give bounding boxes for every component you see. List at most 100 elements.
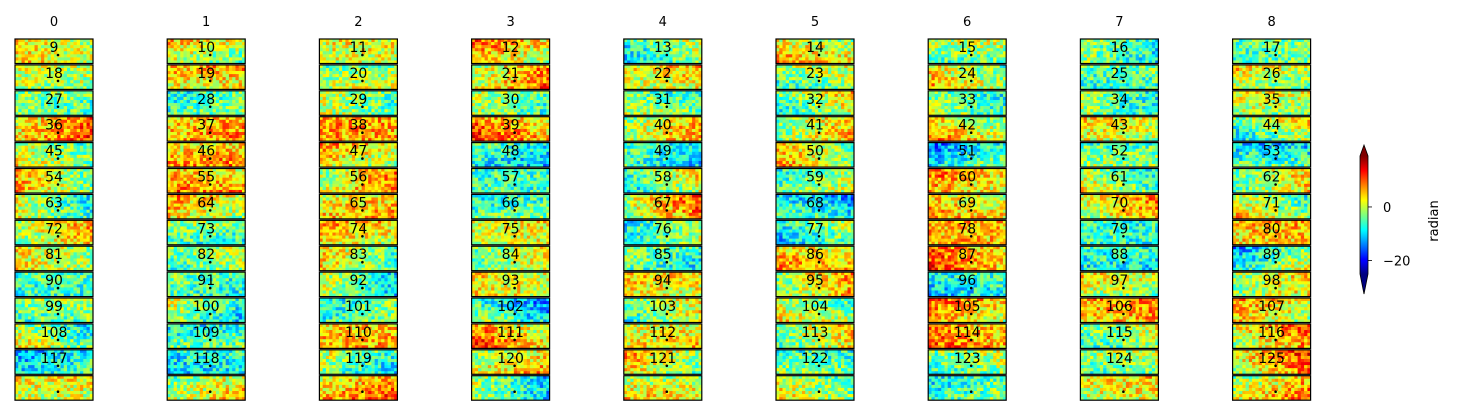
heatmap-cell	[74, 316, 78, 319]
heatmap-cell	[219, 333, 223, 336]
heatmap-cell	[170, 54, 174, 57]
heatmap-cell	[193, 278, 197, 281]
heatmap-cell	[28, 97, 32, 100]
heatmap-cell	[229, 307, 233, 310]
heatmap-cell	[74, 94, 78, 97]
heatmap-cell	[22, 255, 26, 258]
heatmap-cell	[193, 290, 197, 293]
heatmap-cell	[226, 80, 230, 83]
heatmap-cell	[18, 310, 22, 313]
heatmap-panel: 100	[167, 298, 245, 323]
heatmap-cell	[222, 83, 226, 86]
heatmap-cell	[67, 385, 71, 388]
heatmap-cell	[170, 313, 174, 316]
heatmap-cell	[206, 135, 210, 138]
heatmap-cell	[229, 132, 233, 135]
heatmap-cell	[180, 290, 184, 293]
heatmap-cell	[235, 301, 239, 304]
heatmap-cell	[87, 281, 91, 284]
heatmap-cell	[77, 57, 81, 60]
heatmap-cell	[232, 330, 236, 333]
heatmap-cell	[74, 336, 78, 339]
heatmap-cell	[193, 109, 197, 112]
heatmap-cell	[232, 109, 236, 112]
heatmap-cell	[22, 368, 26, 371]
heatmap-cell	[28, 57, 32, 60]
heatmap-cell	[80, 106, 84, 109]
heatmap-cell	[235, 287, 239, 290]
heatmap-cell	[22, 333, 26, 336]
heatmap-cell	[190, 54, 194, 57]
heatmap-cell	[190, 184, 194, 187]
heatmap-cell	[190, 146, 194, 149]
heatmap-cell	[67, 394, 71, 397]
heatmap-cell	[67, 158, 71, 161]
heatmap-cell	[222, 175, 226, 178]
heatmap-cell	[70, 233, 74, 236]
heatmap-cell	[174, 229, 178, 232]
heatmap-cell	[193, 201, 197, 204]
heatmap-cell	[196, 83, 200, 86]
heatmap-cell	[83, 197, 87, 200]
heatmap-cell	[190, 201, 194, 204]
heatmap-cell	[67, 48, 71, 51]
heatmap-cell	[22, 339, 26, 342]
heatmap-cell	[28, 336, 32, 339]
heatmap-cell	[226, 120, 230, 123]
heatmap-cell	[187, 210, 191, 213]
heatmap-cell	[229, 210, 233, 213]
heatmap-cell	[35, 304, 39, 307]
heatmap-cell	[80, 71, 84, 74]
heatmap-cell	[35, 204, 39, 207]
heatmap-cell	[22, 353, 26, 356]
heatmap-cell	[235, 51, 239, 54]
heatmap-cell	[67, 327, 71, 330]
heatmap-cell	[226, 152, 230, 155]
heatmap-cell	[187, 316, 191, 319]
heatmap-cell	[190, 135, 194, 138]
heatmap-cell	[190, 275, 194, 278]
heatmap-cell	[22, 132, 26, 135]
heatmap-cell	[222, 106, 226, 109]
heatmap-cell	[190, 213, 194, 216]
heatmap-cell	[229, 57, 233, 60]
heatmap-cell	[216, 71, 220, 74]
heatmap-cell	[180, 226, 184, 229]
heatmap-cell	[174, 290, 178, 293]
heatmap-cell	[25, 106, 29, 109]
heatmap-cell	[31, 310, 35, 313]
heatmap-cell	[193, 132, 197, 135]
heatmap-cell	[25, 197, 29, 200]
heatmap-cell	[180, 54, 184, 57]
heatmap-cell	[35, 175, 39, 178]
heatmap-cell	[174, 207, 178, 210]
heatmap-cell	[28, 301, 32, 304]
heatmap-cell	[38, 68, 42, 71]
heatmap-cell	[67, 362, 71, 365]
heatmap-cell	[25, 385, 29, 388]
heatmap-cell	[177, 184, 181, 187]
heatmap-cell	[219, 310, 223, 313]
panel-label: 117	[41, 351, 68, 367]
heatmap-cell	[80, 68, 84, 71]
heatmap-cell	[64, 385, 68, 388]
heatmap-cell	[177, 258, 181, 261]
heatmap-cell	[31, 135, 35, 138]
heatmap-cell	[239, 233, 243, 236]
heatmap-cell	[232, 103, 236, 106]
heatmap-cell	[87, 336, 91, 339]
heatmap-cell	[229, 301, 233, 304]
heatmap-cell	[196, 239, 200, 242]
heatmap-cell	[235, 201, 239, 204]
heatmap-cell	[219, 210, 223, 213]
heatmap-cell	[83, 146, 87, 149]
heatmap-cell	[28, 223, 32, 226]
heatmap-cell	[22, 304, 26, 307]
heatmap-cell	[239, 239, 243, 242]
heatmap-cell	[232, 187, 236, 190]
heatmap-cell	[190, 265, 194, 268]
heatmap-panel: 9	[15, 39, 93, 64]
heatmap-cell	[74, 301, 78, 304]
heatmap-cell	[232, 287, 236, 290]
heatmap-cell	[22, 54, 26, 57]
